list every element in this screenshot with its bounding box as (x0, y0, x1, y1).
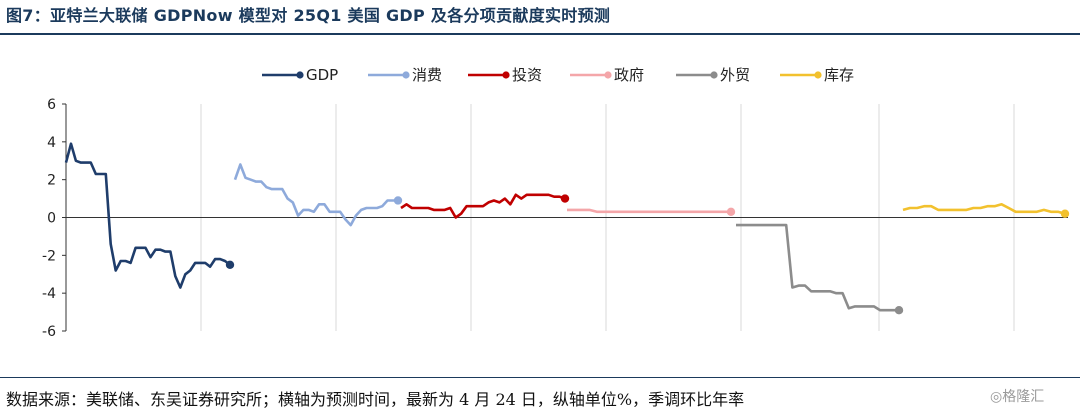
legend-marker-2 (402, 71, 410, 79)
y-tick-label: -4 (42, 286, 56, 302)
watermark-logo: ◎格隆汇 (990, 389, 1045, 405)
top-rule (0, 33, 1080, 35)
gdpnow-line-chart: GDP 消费 投资 政府 外贸 库存 -6 -4 -2 0 2 4 6 (42, 66, 1070, 340)
bottom-rule (0, 377, 1080, 378)
series-line-3 (400, 193, 566, 219)
series-line-2 (233, 163, 398, 227)
chart-title: 图7：亚特兰大联储 GDPNow 模型对 25Q1 美国 GDP 及各分项贡献度… (6, 6, 611, 25)
series-end-point-3 (560, 194, 570, 203)
y-axis: -6 -4 -2 0 2 4 6 (42, 97, 1068, 340)
legend-marker-6 (814, 71, 822, 79)
series-end-point-6 (1060, 209, 1070, 218)
series-end-point-4 (726, 207, 736, 217)
y-tick-label: -2 (42, 248, 56, 264)
legend-marker-5 (710, 71, 718, 79)
source-note: 数据来源：美联储、东吴证券研究所；横轴为预测时间，最新为 4 月 24 日，纵轴… (6, 390, 745, 409)
series-end-point-1 (225, 260, 235, 269)
y-tick-label: 2 (47, 173, 56, 189)
legend-marker-4 (604, 71, 612, 79)
legend-marker-1 (296, 71, 304, 79)
legend-label-1: GDP (306, 66, 338, 84)
y-tick-label: -6 (42, 324, 56, 340)
series-line-4 (567, 208, 731, 214)
y-tick-label: 6 (47, 97, 56, 113)
series-line-1 (64, 142, 231, 289)
series-line-5 (736, 223, 899, 312)
legend-label-6: 库存 (824, 66, 854, 84)
legend-marker-3 (502, 71, 510, 79)
y-tick-label: 4 (47, 135, 56, 151)
series-end-point-5 (894, 305, 904, 315)
series-line-6 (902, 203, 1066, 215)
plot-area (64, 142, 1070, 315)
legend-label-2: 消费 (412, 66, 442, 84)
legend: GDP 消费 投资 政府 外贸 库存 (262, 66, 854, 84)
series-end-point-2 (393, 196, 403, 205)
legend-label-3: 投资 (512, 66, 542, 84)
legend-label-5: 外贸 (720, 66, 750, 84)
y-tick-label: 0 (47, 211, 56, 227)
legend-label-4: 政府 (614, 66, 644, 84)
